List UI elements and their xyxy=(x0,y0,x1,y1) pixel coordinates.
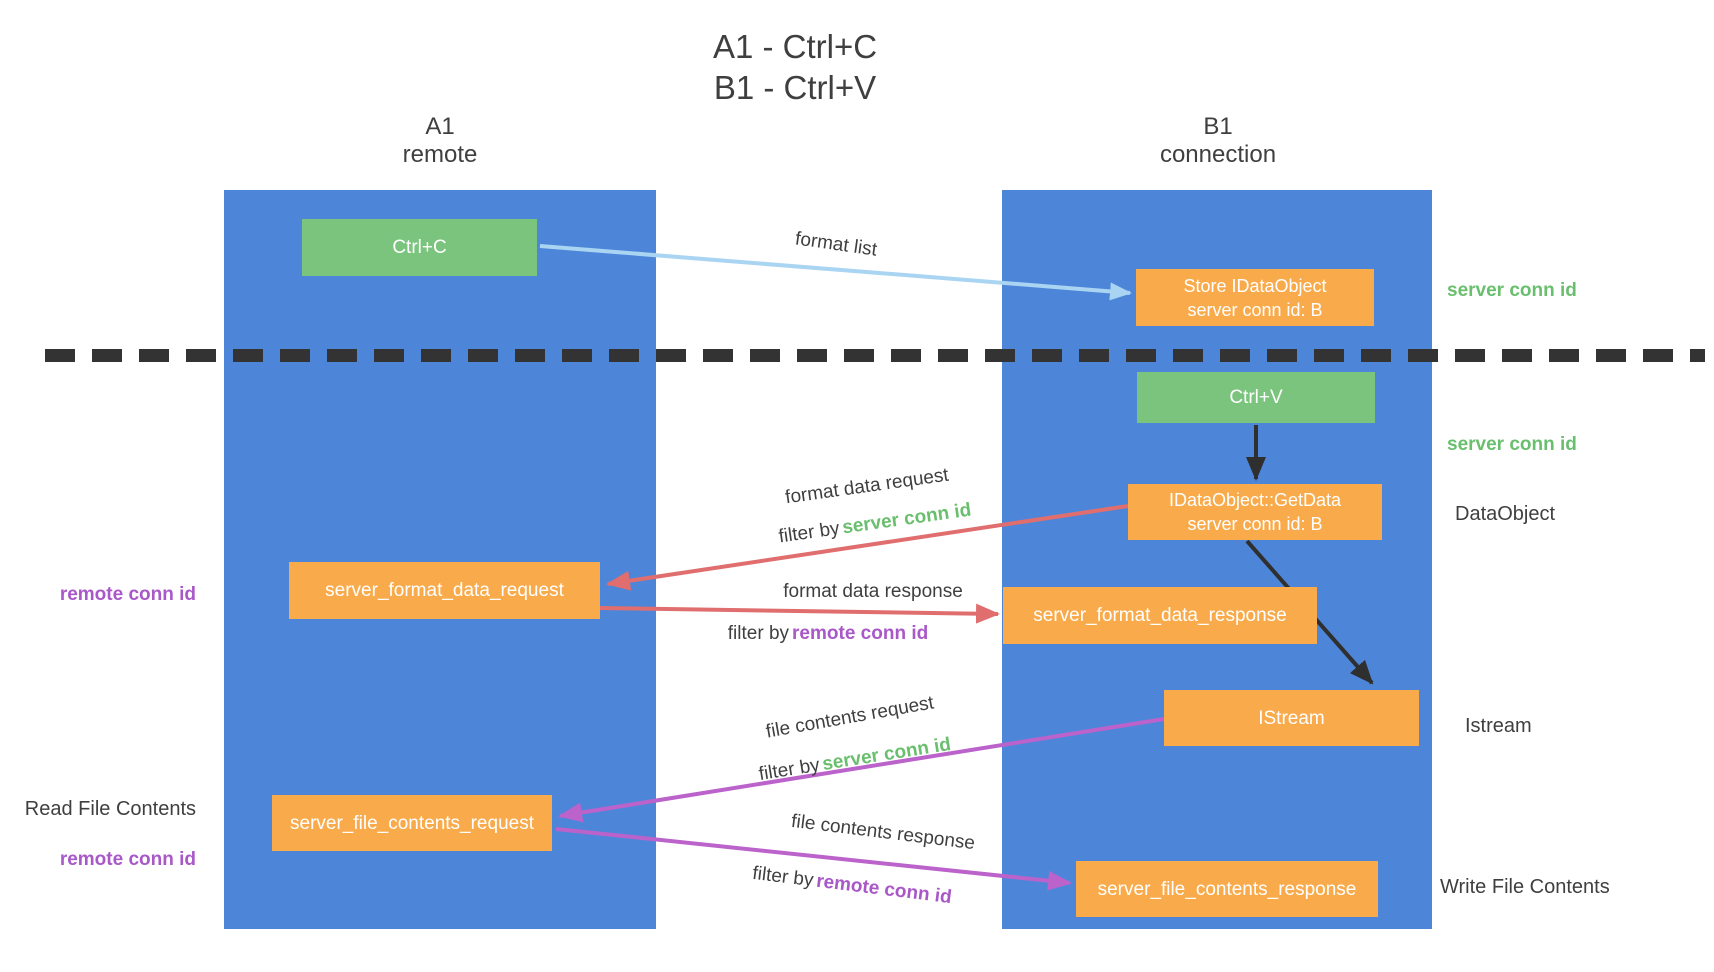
node-server-file-contents-response: server_file_contents_response xyxy=(1076,861,1378,917)
label-format-data-request: format data request xyxy=(783,464,950,509)
node-store-line-2: server conn id: B xyxy=(1187,299,1323,320)
column-a1-id: A1 xyxy=(425,113,455,140)
node-ctrl-c: Ctrl+C xyxy=(302,219,537,276)
node-ctrl-v-label: Ctrl+V xyxy=(1229,387,1283,408)
column-header-b1: B1 connection xyxy=(1068,113,1368,169)
label-filter-format-response: filter by remote conn id xyxy=(728,623,928,645)
node-istream-label: IStream xyxy=(1258,707,1325,729)
filter-by-text: filter by xyxy=(751,862,815,892)
node-store-line-1: Store IDataObject xyxy=(1183,275,1327,296)
label-filter-file-request: filter byserver conn id xyxy=(757,734,952,786)
phase-separator-dashed-line xyxy=(45,349,1705,362)
server-conn-id-text: server conn id xyxy=(820,733,953,776)
label-format-data-response: format data response xyxy=(783,581,963,602)
arrow-format-request-to-response xyxy=(599,603,1000,624)
column-b1-role: connection xyxy=(1159,141,1277,168)
node-format-response-label: server_format_data_response xyxy=(1033,605,1287,626)
node-idataobject-getdata: IDataObject::GetData server conn id: B xyxy=(1128,484,1382,540)
node-server-format-data-request: server_format_data_request xyxy=(289,562,600,619)
node-file-response-label: server_file_contents_response xyxy=(1097,878,1357,900)
side-label-server-conn-id-mid: server conn id xyxy=(1447,434,1577,455)
label-file-contents-response: file contents response xyxy=(790,810,977,855)
side-label-read-file-contents: Read File Contents xyxy=(24,798,196,820)
label-filter-format-request: filter byserver conn id xyxy=(777,500,972,549)
node-store-idataobject: Store IDataObject server conn id: B xyxy=(1136,269,1374,326)
node-ctrl-c-label: Ctrl+C xyxy=(392,237,447,258)
side-label-remote-conn-id-1: remote conn id xyxy=(59,584,196,605)
node-ctrl-v: Ctrl+V xyxy=(1137,372,1375,423)
remote-conn-id-text: remote conn id xyxy=(815,870,953,909)
server-conn-id-text: server conn id xyxy=(840,499,973,539)
filter-by-text: filter by xyxy=(757,754,822,786)
column-b1-id: B1 xyxy=(1203,113,1233,140)
node-file-request-label: server_file_contents_request xyxy=(290,812,534,834)
column-a1-role: remote xyxy=(402,141,478,168)
title-line-1: A1 - Ctrl+C xyxy=(712,28,878,65)
column-header-a1: A1 remote xyxy=(290,113,590,169)
title-line-2: B1 - Ctrl+V xyxy=(713,69,877,106)
side-label-server-conn-id-top: server conn id xyxy=(1447,280,1577,301)
node-getdata-line-2: server conn id: B xyxy=(1187,514,1323,534)
remote-conn-id-text: remote conn id xyxy=(792,623,929,644)
node-server-format-data-response: server_format_data_response xyxy=(1003,587,1317,644)
node-istream: IStream xyxy=(1164,690,1419,746)
filter-by-text: filter by xyxy=(727,623,790,644)
label-format-list: format list xyxy=(793,228,879,261)
node-server-file-contents-request: server_file_contents_request xyxy=(272,795,552,851)
label-filter-file-response: filter byremote conn id xyxy=(751,863,953,909)
node-getdata-line-1: IDataObject::GetData xyxy=(1168,490,1342,510)
node-format-request-label: server_format_data_request xyxy=(325,580,564,601)
side-label-remote-conn-id-2: remote conn id xyxy=(59,849,196,870)
diagram-title: A1 - Ctrl+C B1 - Ctrl+V xyxy=(495,26,1095,108)
side-label-dataobject: DataObject xyxy=(1455,503,1556,525)
label-file-contents-request: file contents request xyxy=(764,692,936,743)
filter-by-text: filter by xyxy=(777,518,841,548)
side-label-write-file-contents: Write File Contents xyxy=(1440,876,1610,898)
side-label-istream: Istream xyxy=(1465,715,1532,737)
